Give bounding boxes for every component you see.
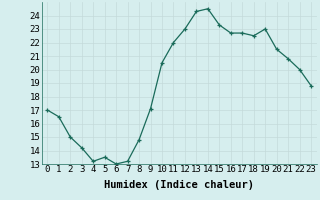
X-axis label: Humidex (Indice chaleur): Humidex (Indice chaleur) xyxy=(104,180,254,190)
